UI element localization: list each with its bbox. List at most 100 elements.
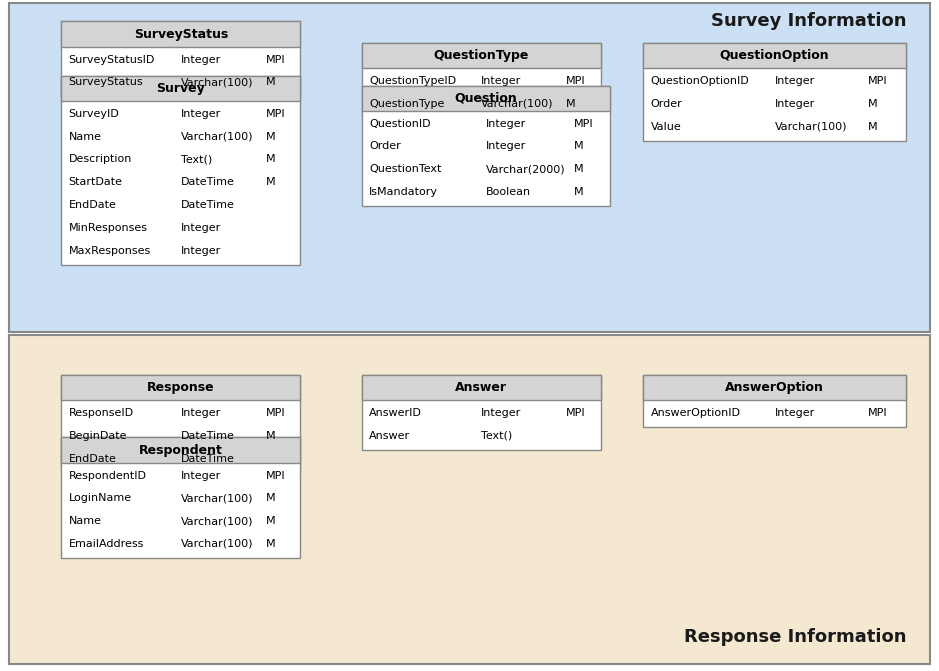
- Text: M: M: [575, 164, 584, 174]
- Text: Integer: Integer: [180, 246, 221, 256]
- Text: MPI: MPI: [868, 76, 887, 86]
- Text: Survey: Survey: [157, 82, 205, 95]
- Text: Integer: Integer: [481, 76, 521, 86]
- Text: MinResponses: MinResponses: [69, 223, 147, 233]
- Text: Order: Order: [651, 99, 683, 109]
- Bar: [61, 437, 300, 463]
- Bar: [61, 375, 300, 401]
- Bar: [362, 375, 601, 450]
- Text: Varchar(100): Varchar(100): [481, 99, 554, 109]
- Text: Response Information: Response Information: [684, 627, 906, 646]
- Text: M: M: [266, 77, 275, 87]
- Text: SurveyID: SurveyID: [69, 109, 119, 119]
- Text: M: M: [266, 516, 275, 526]
- Bar: [61, 437, 300, 558]
- Text: RespondentID: RespondentID: [69, 470, 146, 480]
- Text: M: M: [566, 99, 576, 109]
- Bar: [9, 336, 930, 664]
- Text: Question: Question: [454, 92, 517, 105]
- Bar: [643, 375, 906, 401]
- Text: QuestionOption: QuestionOption: [720, 49, 829, 62]
- Text: Integer: Integer: [180, 54, 221, 64]
- Text: Varchar(100): Varchar(100): [180, 77, 254, 87]
- Text: DateTime: DateTime: [180, 454, 235, 464]
- Text: SurveyStatus: SurveyStatus: [69, 77, 143, 87]
- Text: M: M: [868, 99, 878, 109]
- Text: Integer: Integer: [180, 223, 221, 233]
- Text: SurveyStatus: SurveyStatus: [133, 28, 228, 41]
- Text: MPI: MPI: [266, 470, 285, 480]
- Bar: [61, 76, 300, 101]
- Bar: [643, 43, 906, 68]
- Text: AnswerOptionID: AnswerOptionID: [651, 408, 741, 418]
- Text: Integer: Integer: [481, 408, 521, 418]
- Text: QuestionText: QuestionText: [369, 164, 441, 174]
- Text: Varchar(100): Varchar(100): [775, 121, 847, 132]
- Text: QuestionType: QuestionType: [434, 49, 529, 62]
- Text: Varchar(100): Varchar(100): [180, 516, 254, 526]
- Text: BeginDate: BeginDate: [69, 431, 127, 441]
- Text: MPI: MPI: [266, 408, 285, 418]
- Text: DateTime: DateTime: [180, 431, 235, 441]
- Text: QuestionTypeID: QuestionTypeID: [369, 76, 456, 86]
- Bar: [362, 43, 601, 118]
- Text: Integer: Integer: [775, 76, 815, 86]
- Text: EndDate: EndDate: [69, 200, 116, 210]
- Bar: [61, 21, 300, 97]
- Text: Answer: Answer: [369, 431, 410, 441]
- Bar: [362, 43, 601, 68]
- Text: Order: Order: [369, 142, 401, 152]
- Text: QuestionType: QuestionType: [369, 99, 444, 109]
- Bar: [362, 86, 610, 207]
- Text: MaxResponses: MaxResponses: [69, 246, 151, 256]
- Text: DateTime: DateTime: [180, 200, 235, 210]
- Bar: [61, 76, 300, 265]
- Text: QuestionID: QuestionID: [369, 119, 431, 129]
- Text: M: M: [266, 493, 275, 503]
- Text: Integer: Integer: [180, 470, 221, 480]
- Text: Response: Response: [146, 381, 215, 394]
- Text: Integer: Integer: [775, 99, 815, 109]
- Bar: [362, 375, 601, 401]
- Text: MPI: MPI: [566, 408, 586, 418]
- Text: ResponseID: ResponseID: [69, 408, 133, 418]
- Text: LoginName: LoginName: [69, 493, 131, 503]
- Text: IsMandatory: IsMandatory: [369, 187, 438, 197]
- Text: Varchar(2000): Varchar(2000): [486, 164, 565, 174]
- Text: M: M: [266, 431, 275, 441]
- Text: Integer: Integer: [486, 142, 526, 152]
- Text: QuestionOptionID: QuestionOptionID: [651, 76, 749, 86]
- Text: Boolean: Boolean: [486, 187, 531, 197]
- Bar: [643, 43, 906, 141]
- Text: Integer: Integer: [775, 408, 815, 418]
- Text: DateTime: DateTime: [180, 177, 235, 187]
- Text: M: M: [266, 539, 275, 549]
- Bar: [61, 21, 300, 47]
- Text: Varchar(100): Varchar(100): [180, 539, 254, 549]
- Text: Name: Name: [69, 132, 101, 142]
- Text: MPI: MPI: [266, 54, 285, 64]
- Text: MPI: MPI: [868, 408, 887, 418]
- Text: Respondent: Respondent: [139, 444, 223, 457]
- Bar: [61, 375, 300, 473]
- Text: MPI: MPI: [266, 109, 285, 119]
- Text: M: M: [266, 132, 275, 142]
- Text: Integer: Integer: [486, 119, 526, 129]
- Text: Description: Description: [69, 154, 131, 164]
- Text: M: M: [266, 154, 275, 164]
- Text: Answer: Answer: [455, 381, 507, 394]
- Text: Survey Information: Survey Information: [711, 12, 906, 30]
- Text: MPI: MPI: [575, 119, 593, 129]
- Text: M: M: [575, 187, 584, 197]
- Text: Text(): Text(): [180, 154, 212, 164]
- Bar: [362, 85, 610, 111]
- Bar: [643, 375, 906, 427]
- Text: Varchar(100): Varchar(100): [180, 132, 254, 142]
- Text: Value: Value: [651, 121, 682, 132]
- Text: MPI: MPI: [566, 76, 586, 86]
- Bar: [9, 3, 930, 332]
- Text: Text(): Text(): [481, 431, 513, 441]
- Text: M: M: [266, 177, 275, 187]
- Text: StartDate: StartDate: [69, 177, 123, 187]
- Text: SurveyStatusID: SurveyStatusID: [69, 54, 155, 64]
